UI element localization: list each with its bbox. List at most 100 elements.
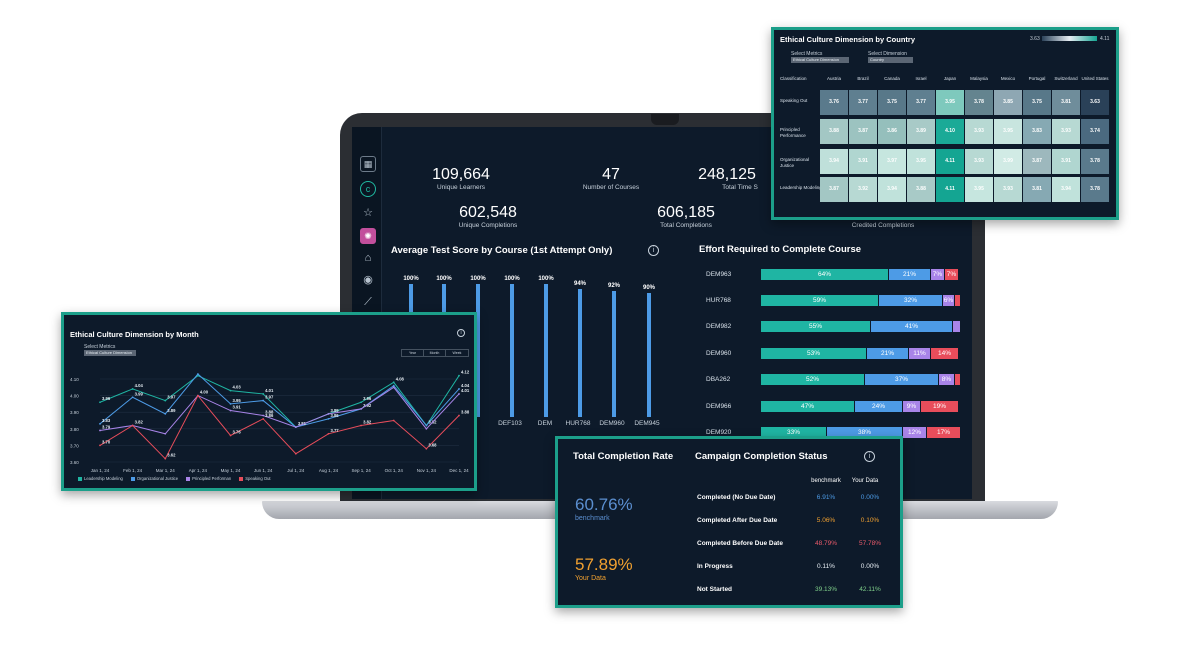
- heatmap-cell[interactable]: 4.11: [936, 149, 964, 174]
- heatmap-cell[interactable]: 3.87: [820, 177, 848, 202]
- heatmap-cell[interactable]: 3.87: [1023, 149, 1051, 174]
- y-tick-label: 3.90: [70, 410, 79, 415]
- heatmap-cell[interactable]: 3.99: [994, 149, 1022, 174]
- heatmap-cell[interactable]: 3.88: [820, 119, 848, 144]
- benchmark-label: benchmark: [575, 515, 610, 522]
- data-label: 3.82: [135, 419, 144, 424]
- heatmap-cell[interactable]: 3.63: [1081, 90, 1109, 115]
- legend-item[interactable]: Principled Performan: [186, 476, 231, 481]
- select-metrics-dropdown[interactable]: Ethical Culture Dimension: [84, 350, 136, 356]
- heatmap-cell[interactable]: 3.75: [1023, 90, 1051, 115]
- heatmap-cell[interactable]: 3.74: [1081, 119, 1109, 144]
- legend-item[interactable]: Leadership Modeling: [78, 476, 123, 481]
- heatmap-cell[interactable]: 3.88: [907, 177, 935, 202]
- heatmap-cell[interactable]: 3.77: [849, 90, 877, 115]
- heatmap-cell[interactable]: 3.95: [936, 90, 964, 115]
- heatmap-cell[interactable]: 3.87: [849, 119, 877, 144]
- heatmap-cell[interactable]: 3.89: [907, 119, 935, 144]
- heatmap-cell[interactable]: 3.85: [994, 90, 1022, 115]
- series-line: [99, 373, 460, 428]
- test-score-bar[interactable]: [612, 291, 616, 417]
- heatmap-cell[interactable]: 3.78: [1081, 149, 1109, 174]
- series-line: [99, 394, 460, 460]
- test-score-bar[interactable]: [544, 284, 548, 417]
- toggle-month[interactable]: Month: [424, 350, 446, 356]
- heatmap-cell[interactable]: 3.94: [878, 177, 906, 202]
- heatmap-cell[interactable]: 3.81: [1052, 90, 1080, 115]
- test-score-value-label: 100%: [504, 276, 520, 282]
- heatmap-cell[interactable]: 3.94: [1052, 177, 1080, 202]
- test-score-bar[interactable]: [578, 289, 582, 417]
- effort-segment: 64%: [761, 269, 889, 280]
- heatmap-cell[interactable]: 3.93: [965, 149, 993, 174]
- data-point: [262, 393, 265, 395]
- select-dimension-label: Select Dimension: [868, 51, 907, 57]
- heatmap-cell[interactable]: 3.83: [1023, 119, 1051, 144]
- legend-item[interactable]: Organizational Justice: [130, 476, 178, 481]
- grid-icon[interactable]: ▦: [360, 156, 376, 172]
- info-icon[interactable]: i: [457, 329, 465, 337]
- heatmap-cell[interactable]: 3.93: [1052, 119, 1080, 144]
- data-point: [392, 386, 395, 389]
- data-label: 4.04: [135, 383, 144, 388]
- effort-segment: 19%: [921, 401, 959, 412]
- data-point: [327, 417, 330, 420]
- effort-stacked-bar[interactable]: 33% 38% 12% 17%: [761, 427, 961, 438]
- toggle-week[interactable]: Week: [452, 351, 462, 355]
- heatmap-cell[interactable]: 3.91: [849, 149, 877, 174]
- effort-stacked-bar[interactable]: 55% 41%: [761, 321, 961, 332]
- heatmap-cell[interactable]: 3.75: [878, 90, 906, 115]
- settings-icon[interactable]: ✺: [360, 228, 376, 244]
- legend-label: Speaking Out: [245, 476, 271, 481]
- test-score-value-label: 100%: [403, 276, 419, 282]
- legend-swatch: [239, 476, 244, 481]
- data-point: [425, 447, 428, 450]
- effort-segment: 52%: [761, 374, 865, 385]
- effort-stacked-bar[interactable]: 47% 24% 9% 19%: [761, 401, 961, 412]
- heatmap-cell[interactable]: 3.93: [994, 177, 1022, 202]
- select-metrics-dropdown[interactable]: Ethical Culture Dimension: [791, 57, 849, 63]
- effort-stacked-bar[interactable]: 64% 21% 7% 7%: [761, 269, 961, 280]
- info-icon[interactable]: i: [864, 451, 875, 462]
- test-score-bar[interactable]: [647, 293, 651, 417]
- toggle-year[interactable]: Year: [402, 350, 424, 356]
- heatmap-cell[interactable]: 3.97: [878, 149, 906, 174]
- heatmap-cell[interactable]: 3.76: [820, 90, 848, 115]
- info-icon[interactable]: i: [648, 245, 659, 256]
- chart-icon[interactable]: ⟋: [364, 296, 372, 308]
- test-score-bar[interactable]: [476, 284, 480, 417]
- effort-stacked-bar[interactable]: 59% 32% 6%: [761, 295, 961, 306]
- heatmap-cell[interactable]: 4.11: [936, 177, 964, 202]
- effort-segment: 32%: [879, 295, 943, 306]
- heatmap-cell[interactable]: 3.86: [878, 119, 906, 144]
- heatmap-cell[interactable]: 4.10: [936, 119, 964, 144]
- effort-segment: 7%: [945, 269, 959, 280]
- heatmap-cell[interactable]: 3.91: [1052, 149, 1080, 174]
- effort-stacked-bar[interactable]: 53% 21% 11% 14%: [761, 348, 961, 359]
- effort-segment: 8%: [939, 374, 955, 385]
- group-icon[interactable]: ⌂: [364, 252, 372, 264]
- heatmap-cell[interactable]: 3.78: [965, 90, 993, 115]
- x-tick-label: Jun 1, 24: [254, 468, 273, 473]
- data-point: [262, 417, 265, 420]
- heatmap-cell[interactable]: 3.95: [965, 177, 993, 202]
- select-dimension-dropdown[interactable]: Country: [868, 57, 913, 63]
- heatmap-cell[interactable]: 3.92: [849, 177, 877, 202]
- heatmap-cell[interactable]: 3.78: [1081, 177, 1109, 202]
- target-icon[interactable]: ◉: [363, 274, 373, 286]
- effort-stacked-bar[interactable]: 52% 37% 8%: [761, 374, 961, 385]
- heatmap-cell[interactable]: 3.95: [907, 149, 935, 174]
- legend-item[interactable]: Speaking Out: [239, 476, 271, 481]
- status-row-label: Completed Before Due Date: [697, 540, 783, 547]
- test-score-bar[interactable]: [510, 284, 514, 417]
- heatmap-cell[interactable]: 3.94: [820, 149, 848, 174]
- star-icon[interactable]: ☆: [363, 207, 373, 219]
- logo-icon[interactable]: c: [360, 181, 376, 197]
- heatmap-cell[interactable]: 3.77: [907, 90, 935, 115]
- heatmap-cell[interactable]: 3.81: [1023, 177, 1051, 202]
- effort-row-label: DEM920: [706, 429, 732, 436]
- heatmap-cell[interactable]: 3.95: [994, 119, 1022, 144]
- x-tick-label: Mar 1, 24: [156, 468, 176, 473]
- status-benchmark-value: 48.79%: [814, 540, 838, 547]
- heatmap-cell[interactable]: 3.93: [965, 119, 993, 144]
